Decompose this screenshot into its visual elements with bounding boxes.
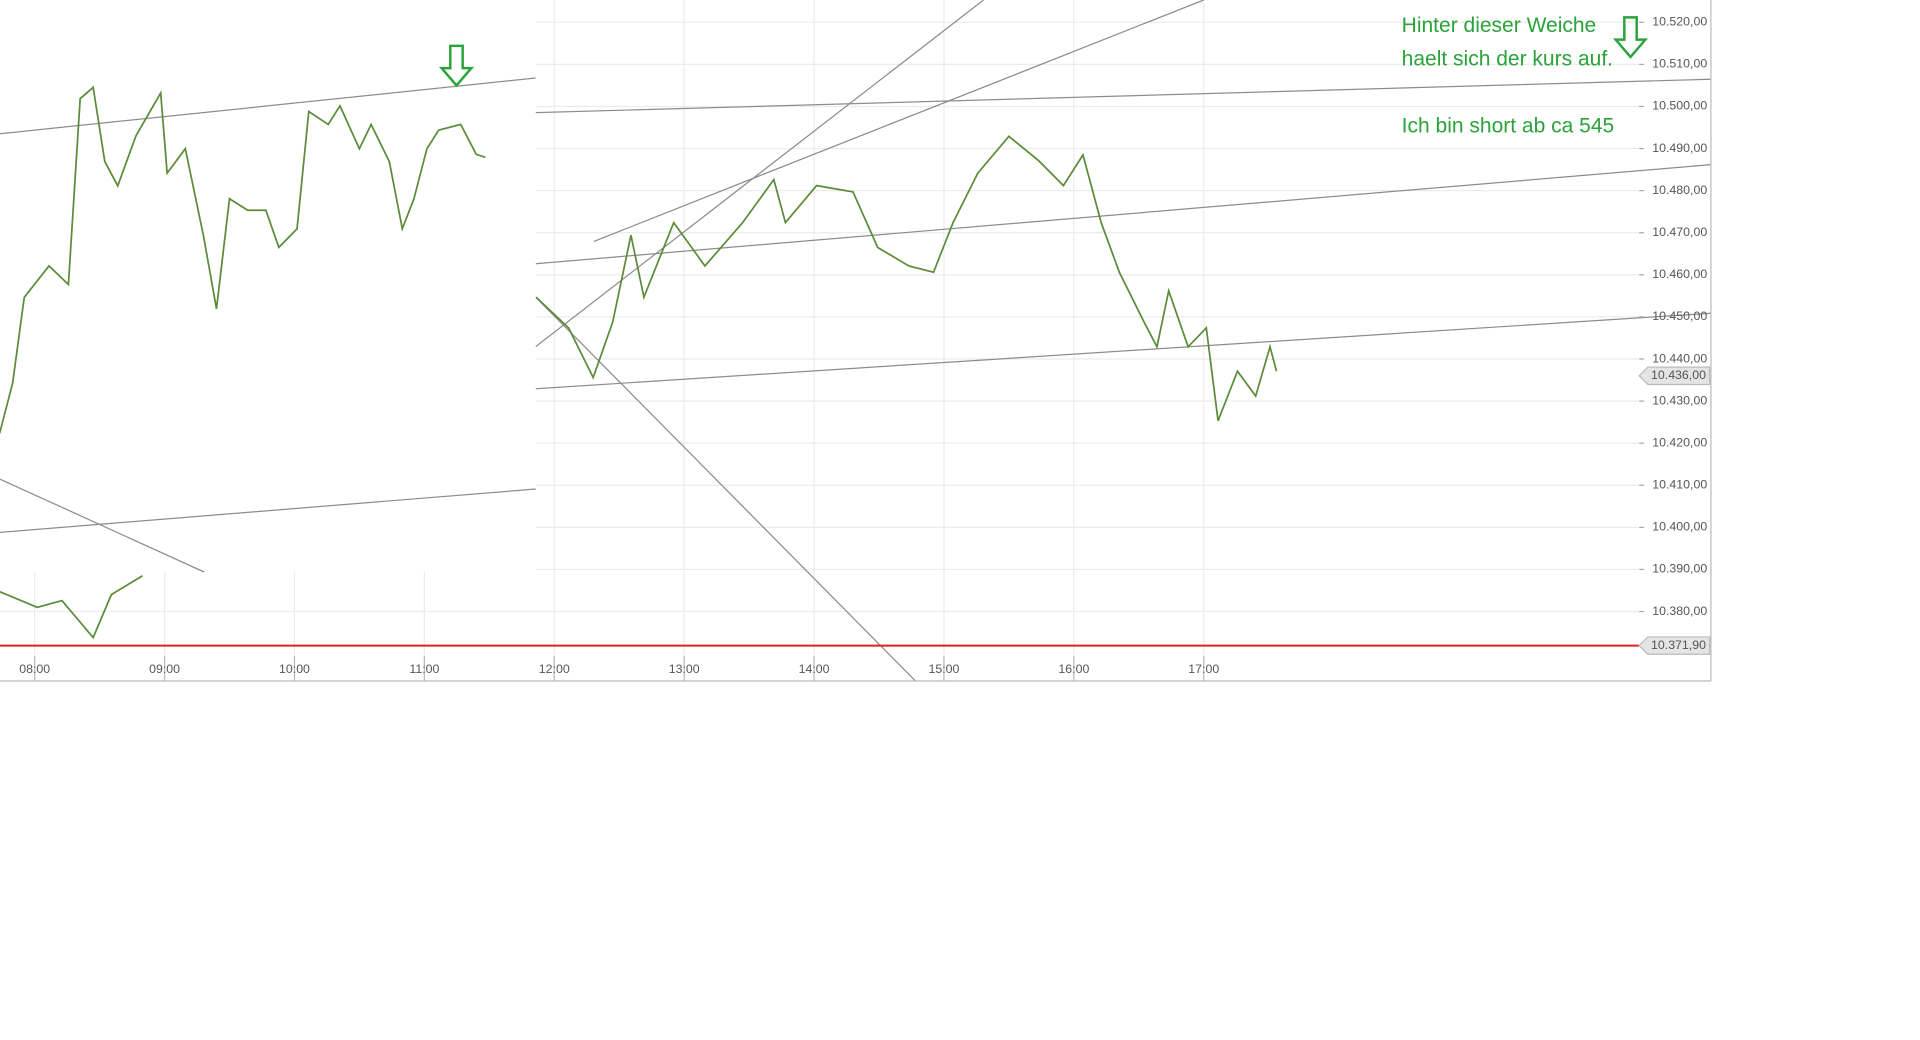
price-line	[0, 135, 1278, 640]
y-tick-label: 10.490,00	[1652, 141, 1707, 155]
inset-background	[0, 0, 536, 572]
trend-line	[535, 0, 984, 348]
x-tick-label: 13:00	[669, 662, 700, 676]
main-plot	[0, 135, 1640, 647]
x-tick-label: 12:00	[539, 662, 570, 676]
x-tick-label: 15:00	[929, 662, 960, 676]
trend-line	[535, 164, 1711, 265]
y-tick-label: 10.500,00	[1652, 99, 1707, 113]
annotation: haelt sich der kurs auf.	[1402, 48, 1613, 71]
y-tick-label: 10.430,00	[1652, 393, 1707, 407]
y-tick-label: 10.390,00	[1652, 562, 1707, 576]
y-tick-label: 10.440,00	[1652, 351, 1707, 365]
x-tick-label: 16:00	[1058, 662, 1089, 676]
x-tick-label: 08:00	[19, 662, 50, 676]
x-tick-label: 11:00	[409, 662, 439, 676]
axes: 10.380,00 10.390,00 10.400,00 10.410,00 10.4…	[0, 0, 1712, 682]
y-tick-label: 10.400,00	[1652, 520, 1707, 534]
y-tick-label: 10.420,00	[1652, 435, 1707, 449]
x-tick-label: 17:00	[1188, 662, 1219, 676]
price-line	[0, 85, 486, 434]
x-tick-label: 09:00	[149, 662, 180, 676]
trend-line	[0, 77, 536, 135]
x-tick-label: 10:00	[279, 662, 310, 676]
trend-line	[535, 296, 916, 682]
trend-line	[593, 0, 1204, 243]
y-tick-label: 10.450,00	[1652, 309, 1707, 323]
y-tick-label: 10.480,00	[1652, 183, 1707, 197]
price-tag-label: 10.371,90	[1651, 638, 1706, 652]
x-tick-label: 14:00	[799, 662, 830, 676]
price-tag-label: 10.436,00	[1651, 368, 1706, 382]
price-tag	[1638, 636, 1711, 655]
trend-lines	[535, 0, 1711, 682]
y-tick-label: 10.380,00	[1652, 604, 1707, 618]
y-tick-label: 10.520,00	[1652, 15, 1707, 29]
trend-line	[535, 78, 1711, 114]
annotation: Ich bin short ab ca 545	[1402, 114, 1615, 137]
price-tag	[1638, 366, 1711, 386]
trend-line	[0, 488, 536, 533]
y-tick-label: 10.410,00	[1652, 478, 1707, 492]
arrow	[438, 44, 475, 88]
y-tick-label: 10.470,00	[1652, 225, 1707, 239]
y-tick-label: 10.510,00	[1652, 57, 1707, 71]
inset	[0, 0, 536, 573]
arrow	[1612, 16, 1649, 59]
annotation: Hinter dieser Weiche	[1402, 14, 1597, 37]
y-tick-label: 10.460,00	[1652, 267, 1707, 281]
trend-line	[535, 312, 1711, 390]
trend-line	[0, 478, 205, 573]
